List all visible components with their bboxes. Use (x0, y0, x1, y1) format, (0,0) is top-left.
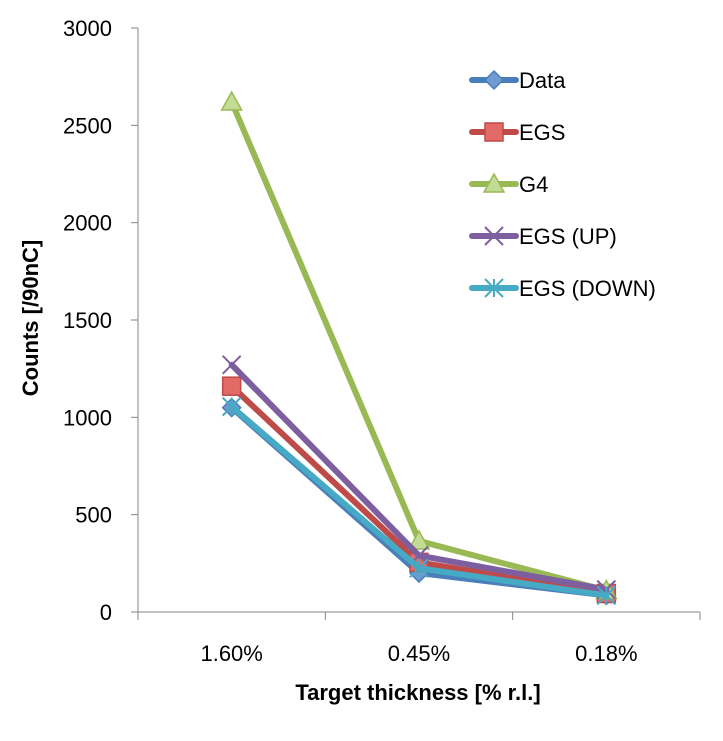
data-point (409, 558, 429, 578)
legend-label: EGS (UP) (519, 224, 617, 249)
y-tick-label: 500 (75, 503, 112, 528)
legend-item: G4 (469, 172, 548, 197)
data-point (407, 529, 431, 550)
legend-label: EGS (DOWN) (519, 276, 656, 301)
data-point (221, 355, 242, 375)
legend-marker (483, 69, 505, 91)
data-point (221, 376, 242, 396)
legend-marker (484, 226, 504, 246)
y-tick-label: 2500 (63, 113, 112, 138)
legend-label: EGS (519, 120, 565, 145)
legend-label: G4 (519, 172, 548, 197)
data-point (220, 90, 243, 111)
series-layer (220, 90, 618, 606)
series-g4 (220, 90, 618, 600)
legend-item: EGS (DOWN) (469, 276, 656, 301)
x-axis: 1.60% 0.45% 0.18% (137, 611, 701, 666)
legend-marker (484, 278, 504, 298)
legend-marker (482, 172, 506, 193)
y-tick-label: 2000 (63, 211, 112, 236)
y-axis-title: Counts [/90nC] (18, 240, 43, 396)
x-tick-label: 1.60% (200, 641, 262, 666)
y-tick-label: 0 (100, 600, 112, 625)
series-egs-down (221, 396, 617, 606)
y-tick-label: 1500 (63, 308, 112, 333)
x-axis-title: Target thickness [% r.l.] (295, 680, 540, 705)
legend-item: Data (469, 68, 566, 93)
series-egs-up (221, 355, 617, 600)
legend-marker (484, 122, 504, 142)
legend-item: EGS (UP) (469, 224, 617, 249)
y-tick-label: 3000 (63, 16, 112, 41)
series-line (228, 98, 610, 594)
legend: Data EGS G4 EGS (UP) EGS (DOWN) (469, 68, 656, 301)
x-tick-label: 0.45% (388, 641, 450, 666)
legend-label: Data (519, 68, 566, 93)
data-point (221, 396, 242, 417)
legend-item: EGS (469, 120, 565, 145)
x-tick-label: 0.18% (575, 641, 637, 666)
y-axis: 0 500 1000 1500 2000 2500 3000 (63, 16, 139, 625)
y-tick-label: 1000 (63, 405, 112, 430)
data-point (596, 585, 617, 606)
